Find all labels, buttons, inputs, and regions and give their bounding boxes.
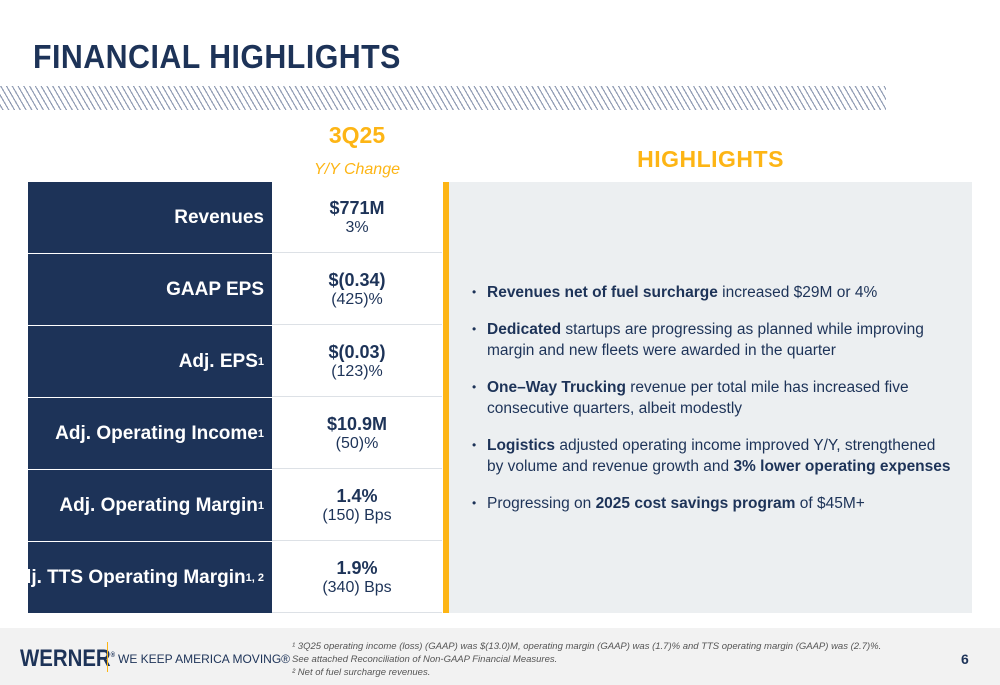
- highlights-title: HIGHLIGHTS: [637, 146, 784, 172]
- divider: [107, 642, 108, 672]
- metric-change: (50)%: [335, 435, 379, 452]
- metric-row: Adj. Operating Margin 1 1.4% (150) Bps: [28, 470, 442, 541]
- metric-change: (340) Bps: [322, 579, 392, 596]
- werner-logo: WERNER®: [20, 645, 116, 672]
- metric-row: Adj. EPS 1 $(0.03) (123)%: [28, 326, 442, 397]
- page-title: FINANCIAL HIGHLIGHTS: [33, 38, 401, 75]
- footnote-1: ¹ 3Q25 operating income (loss) (GAAP) wa…: [292, 641, 882, 665]
- metric-label: Adj. EPS 1: [28, 326, 272, 397]
- gold-divider: [443, 182, 449, 613]
- metric-value: 1.4% (150) Bps: [322, 486, 392, 524]
- footer: [0, 628, 1000, 685]
- highlight-item: Progressing on 2025 cost savings program…: [472, 493, 952, 514]
- metric-row: Adj. Operating Income 1 $10.9M (50)%: [28, 398, 442, 469]
- metric-label: Adj. Operating Income 1: [28, 398, 272, 469]
- metric-value: $(0.34) (425)%: [328, 270, 386, 308]
- period-sublabel: Y/Y Change: [314, 161, 400, 178]
- page-number: 6: [961, 651, 969, 667]
- metric-change: (150) Bps: [322, 507, 392, 524]
- slogan: WE KEEP AMERICA MOVING®: [118, 652, 290, 666]
- metric-label: GAAP EPS: [28, 254, 272, 325]
- metric-row: GAAP EPS $(0.34) (425)%: [28, 254, 442, 325]
- footnote-2: ² Net of fuel surcharge revenues.: [292, 667, 431, 678]
- metric-value: $(0.03) (123)%: [328, 342, 386, 380]
- footnotes: ¹ 3Q25 operating income (loss) (GAAP) wa…: [292, 640, 892, 679]
- metric-row: Revenues $771M 3%: [28, 182, 442, 253]
- metric-change: (425)%: [331, 291, 383, 308]
- metric-change: 3%: [345, 219, 369, 236]
- metric-label: Adj. Operating Margin 1: [28, 470, 272, 541]
- period-label: 3Q25: [328, 122, 386, 148]
- metric-value: 1.9% (340) Bps: [322, 558, 392, 596]
- highlight-item: Revenues net of fuel surcharge increased…: [472, 282, 952, 303]
- highlight-item: Dedicated startups are progressing as pl…: [472, 319, 952, 361]
- metric-value: $10.9M (50)%: [326, 414, 388, 452]
- metric-value: $771M 3%: [329, 198, 385, 236]
- metric-row: Adj. TTS Operating Margin 1, 2 1.9% (340) …: [6, 542, 442, 613]
- metric-label: Revenues: [28, 182, 272, 253]
- highlights-list: Revenues net of fuel surcharge increased…: [472, 282, 952, 530]
- decorative-stripes: [0, 86, 886, 110]
- metric-change: (123)%: [331, 363, 383, 380]
- highlight-item: Logistics adjusted operating income impr…: [472, 435, 952, 477]
- metric-label: Adj. TTS Operating Margin 1, 2: [6, 542, 272, 613]
- highlight-item: One–Way Trucking revenue per total mile …: [472, 377, 952, 419]
